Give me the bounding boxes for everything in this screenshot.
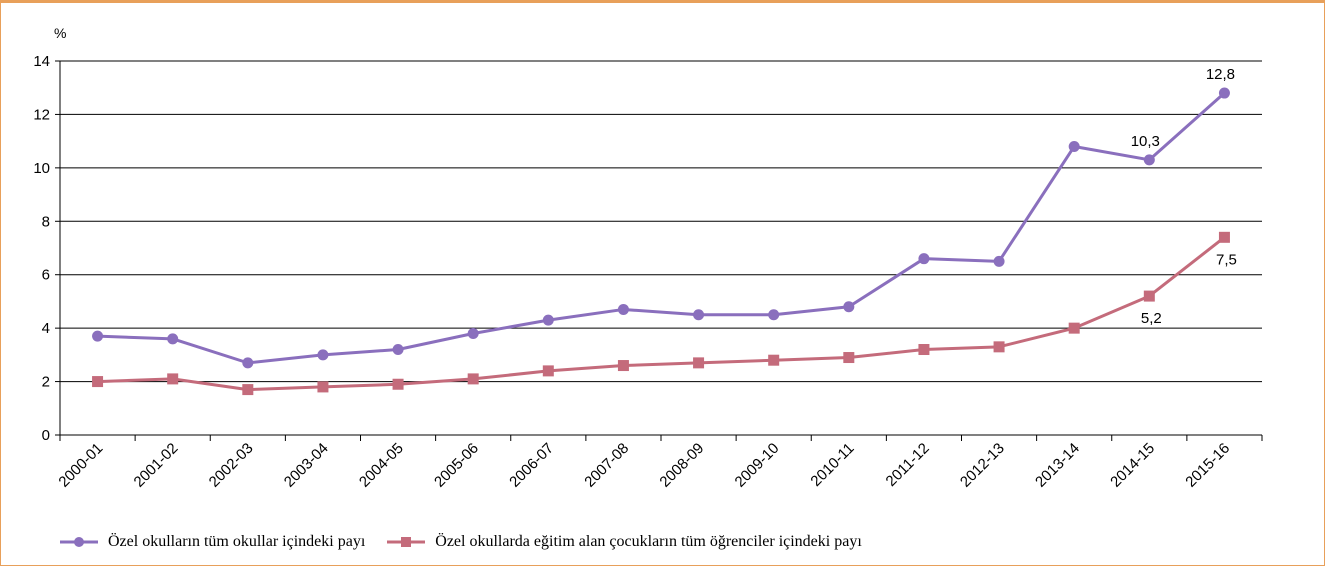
data-point-square	[392, 378, 404, 390]
legend-swatch-circle	[58, 532, 100, 552]
data-point-circle	[467, 327, 479, 339]
data-label: 7,5	[1216, 251, 1237, 268]
x-tick-label: 2015-16	[1182, 440, 1233, 491]
data-point-circle	[92, 330, 104, 342]
data-point-square	[617, 360, 629, 372]
data-point-circle	[1218, 87, 1230, 99]
legend-item-series-2: Özel okullarda eğitim alan çocukların tü…	[385, 532, 862, 552]
data-point-square	[693, 357, 705, 369]
data-point-circle	[392, 344, 404, 356]
legend: Özel okulların tüm okullar içindeki payı…	[58, 532, 882, 552]
x-tick-label: 2012-13	[957, 440, 1008, 491]
x-tick-label: 2000-01	[55, 440, 106, 491]
data-point-circle	[167, 333, 179, 345]
y-tick-label: 10	[33, 160, 50, 177]
data-point-circle	[993, 255, 1005, 267]
series-line-2	[97, 236, 1226, 392]
x-tick-label: 2014-15	[1107, 440, 1158, 491]
legend-label-series-2: Özel okullarda eğitim alan çocukların tü…	[435, 533, 862, 550]
data-point-square	[242, 384, 254, 396]
x-tick-label: 2008-09	[656, 440, 707, 491]
data-point-circle	[1068, 140, 1080, 152]
data-point-circle	[693, 309, 705, 321]
data-point-square	[768, 354, 780, 366]
data-point-circle	[242, 357, 254, 369]
y-tick-label: 6	[42, 267, 50, 284]
data-label: 5,2	[1141, 310, 1162, 327]
data-point-circle	[317, 349, 329, 361]
x-tick-label: 2010-11	[807, 440, 857, 490]
data-point-square	[1068, 322, 1080, 334]
x-tick-label: 2002-03	[206, 440, 257, 491]
data-point-square	[92, 376, 104, 388]
y-tick-label: 4	[42, 320, 50, 337]
y-tick-label: 14	[33, 53, 50, 70]
data-label: 10,3	[1131, 133, 1160, 150]
legend-item-series-1: Özel okulların tüm okullar içindeki payı	[58, 532, 365, 552]
y-tick-label: 0	[42, 427, 50, 444]
x-tick-label: 2013-14	[1032, 440, 1083, 491]
x-tick-label: 2006-07	[506, 440, 557, 491]
data-label: 12,8	[1206, 66, 1235, 83]
data-point-circle	[918, 253, 930, 265]
data-point-square	[542, 365, 554, 377]
data-point-square	[317, 381, 329, 393]
data-point-square	[1143, 290, 1155, 302]
data-point-square	[918, 344, 930, 356]
y-tick-label: 2	[42, 374, 50, 391]
x-tick-label: 2009-10	[732, 440, 783, 491]
data-point-circle	[617, 303, 629, 315]
x-tick-label: 2005-06	[431, 440, 482, 491]
legend-label-series-1: Özel okulların tüm okullar içindeki payı	[108, 533, 366, 550]
y-tick-label: 8	[42, 213, 50, 230]
data-point-square	[843, 352, 855, 364]
data-point-square	[993, 341, 1005, 353]
x-tick-label: 2011-12	[883, 440, 933, 490]
data-point-circle	[843, 301, 855, 313]
y-axis-unit-label: %	[54, 25, 66, 41]
data-point-square	[167, 373, 179, 385]
x-tick-label: 2001-02	[131, 440, 182, 491]
data-point-square	[467, 373, 479, 385]
line-chart: 0 2 4 6 8 10 12 14% 2000-01 2001-02 2002-03 2003-04…	[33, 25, 1263, 491]
series-line-1	[97, 91, 1226, 365]
data-point-circle	[542, 314, 554, 326]
legend-swatch-square	[385, 532, 427, 552]
x-tick-label: 2004-05	[356, 440, 407, 491]
x-tick-label: 2003-04	[281, 440, 332, 491]
x-tick-label: 2007-08	[581, 440, 632, 491]
data-point-circle	[768, 309, 780, 321]
data-point-square	[1218, 231, 1230, 243]
y-tick-label: 12	[33, 106, 50, 123]
data-point-circle	[1143, 154, 1155, 166]
